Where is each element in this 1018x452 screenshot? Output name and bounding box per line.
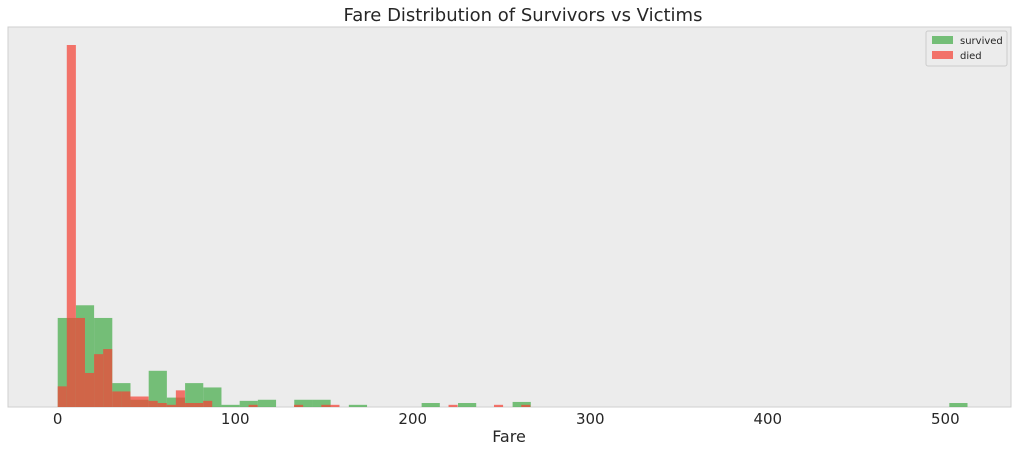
- died-bar-2: [75, 317, 85, 407]
- survived-bar-10: [239, 400, 258, 407]
- died-bar-7: [121, 391, 131, 407]
- died-bar-11: [157, 403, 167, 407]
- survived-bar-14: [348, 404, 368, 407]
- x-tick-label-300: 300: [576, 410, 605, 428]
- legend-label-survived: survived: [960, 36, 1003, 47]
- survived-bar-12: [294, 399, 313, 407]
- survived-bar-11: [257, 399, 277, 407]
- died-bar-17: [248, 404, 258, 407]
- survived-bar-7: [185, 383, 204, 407]
- x-tick-label-500: 500: [931, 410, 960, 428]
- legend: survived died: [925, 30, 1008, 67]
- died-bar-6: [112, 391, 122, 407]
- plot-area: [7, 26, 1012, 408]
- died-bar-13: [175, 390, 185, 407]
- died-bar-20: [330, 404, 340, 407]
- died-bar-4: [94, 354, 104, 407]
- died-bar-15: [194, 403, 204, 407]
- chart-title: Fare Distribution of Survivors vs Victim…: [344, 5, 703, 26]
- survived-bar-17: [512, 401, 531, 407]
- x-tick-label-100: 100: [221, 410, 250, 428]
- died-bar-22: [493, 404, 504, 407]
- died-bar-21: [448, 404, 458, 407]
- died-bar-12: [166, 404, 176, 407]
- survived-bar-18: [949, 403, 968, 407]
- died-bar-23: [521, 404, 531, 407]
- legend-label-died: died: [960, 51, 982, 62]
- legend-swatch-survived: [932, 36, 953, 44]
- died-bar-14: [184, 403, 195, 407]
- survived-bar-15: [421, 403, 440, 407]
- died-bar-3: [84, 372, 95, 407]
- x-tick-label-400: 400: [753, 410, 782, 428]
- x-tick-label-0: 0: [53, 410, 63, 428]
- survived-bar-16: [458, 403, 477, 407]
- died-bar-8: [130, 396, 140, 407]
- survived-bar-5: [148, 370, 167, 407]
- x-tick-label-200: 200: [398, 410, 427, 428]
- x-axis-ticks: 0 100 200 300 400 500: [53, 410, 960, 428]
- legend-swatch-died: [932, 51, 953, 59]
- died-bar-19: [321, 404, 331, 407]
- died-bar-0: [57, 386, 67, 407]
- died-bar-9: [139, 396, 149, 407]
- died-bar-18: [294, 404, 304, 407]
- died-bar-10: [148, 400, 158, 407]
- x-axis-label: Fare: [492, 427, 526, 446]
- died-bar-16: [203, 400, 213, 407]
- died-bars: [57, 45, 531, 407]
- survived-bar-9: [221, 404, 240, 407]
- survived-bar-13: [312, 399, 331, 407]
- died-bar-5: [103, 349, 113, 407]
- died-bar-1: [66, 45, 76, 407]
